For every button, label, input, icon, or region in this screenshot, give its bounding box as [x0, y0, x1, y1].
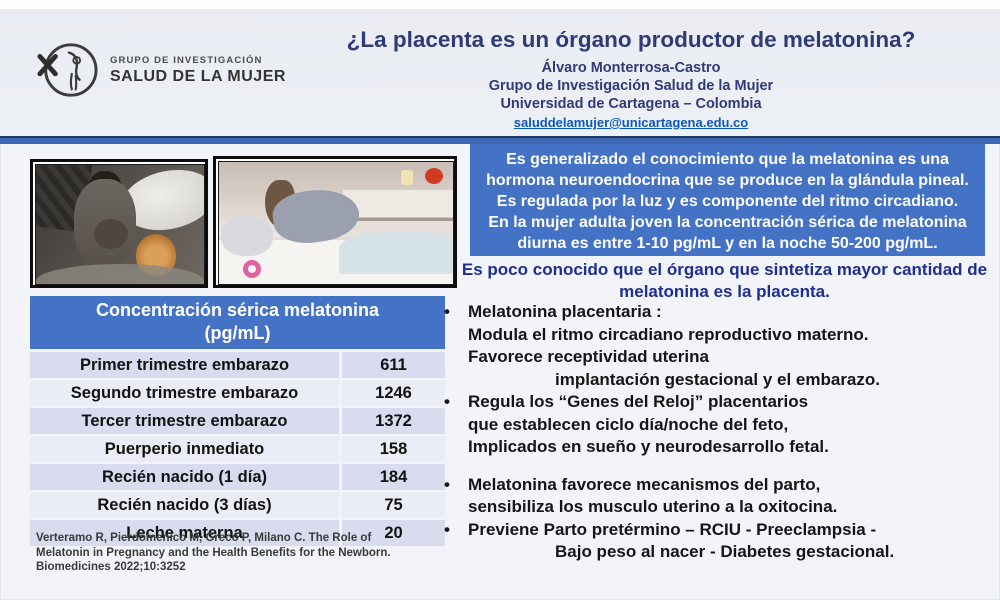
intro-line: Es generalizado el conocimiento que la m…	[506, 151, 949, 168]
row-label: Puerperio inmediato	[30, 436, 342, 464]
intro-line: En la mujer adulta joven la concentració…	[488, 214, 967, 231]
slide-header: GRUPO DE INVESTIGACIÓN SALUD DE LA MUJER…	[0, 9, 1000, 136]
table-row: Tercer trimestre embarazo 1372	[30, 408, 445, 436]
bed-shape	[36, 264, 204, 284]
photo-canvas	[35, 164, 205, 285]
row-label: Recién nacido (3 días)	[30, 492, 342, 520]
blanket-shape	[339, 232, 453, 274]
row-value: 20	[342, 520, 445, 548]
table-title-line2: (pg/mL)	[204, 323, 271, 343]
red-pot-shape	[425, 168, 443, 184]
bullet-line: Bajo peso al nacer - Diabetes gestaciona…	[555, 542, 895, 561]
row-value: 1246	[342, 380, 445, 408]
row-label: Segundo trimestre embarazo	[30, 380, 342, 408]
row-label: Recién nacido (1 día)	[30, 464, 342, 492]
title-block: ¿La placenta es un órgano productor de m…	[270, 27, 992, 132]
photo-pregnant-woman-sitting	[30, 159, 208, 288]
bullet-list: Melatonina placentaria : Modula el ritmo…	[438, 301, 995, 564]
row-value: 158	[342, 436, 445, 464]
bullet-line: sensibiliza los musculo uterino a la oxi…	[468, 497, 838, 516]
header-divider-bar	[0, 136, 1000, 144]
table-row: Primer trimestre embarazo 611	[30, 352, 445, 380]
bullet-marker-icon	[444, 519, 450, 542]
intro-line: diurna es entre 1-10 pg/mL y en la noche…	[517, 235, 938, 252]
row-label: Tercer trimestre embarazo	[30, 408, 342, 436]
jar-shape	[401, 170, 413, 185]
pillow-shape	[221, 216, 273, 256]
table-row: Puerperio inmediato 158	[30, 436, 445, 464]
email-link[interactable]: saluddelamujer@unicartagena.edu.co	[513, 115, 749, 130]
bullet-line: Melatonina favorece mecanismos del parto…	[468, 474, 821, 494]
melatonin-concentration-table: Concentración sérica melatonina (pg/mL) …	[30, 296, 445, 548]
logo-text-line2: SALUD DE LA MUJER	[110, 67, 286, 85]
intro-text-box: Es generalizado el conocimiento que la m…	[470, 144, 985, 256]
row-value: 75	[342, 492, 445, 520]
citation: Verteramo R, Pierdomenico M, Greco P, Mi…	[36, 532, 391, 573]
university-name: Universidad de Cartagena – Colombia	[500, 96, 762, 112]
bullet-item: Previene Parto pretérmino – RCIU - Preec…	[438, 519, 995, 564]
table-row: Recién nacido (1 día) 184	[30, 464, 445, 492]
table-row: Recién nacido (3 días) 75	[30, 492, 445, 520]
row-value: 611	[342, 352, 445, 380]
row-value: 1372	[342, 408, 445, 436]
woman-health-logo-icon	[37, 43, 98, 97]
table-title-line1: Concentración sérica melatonina	[95, 300, 380, 320]
intro-line: Es regulada por la luz y es componente d…	[496, 193, 959, 210]
intro-line: hormona neuroendocrina que se produce en…	[486, 172, 969, 189]
bullet-line: Implicados en sueño y neurodesarrollo fe…	[468, 437, 829, 456]
bullet-line: Favorece receptividad uterina	[468, 347, 709, 366]
table-title: Concentración sérica melatonina (pg/mL)	[30, 296, 445, 352]
table-row: Leche materna 20	[30, 520, 445, 548]
bullet-marker-icon	[444, 301, 450, 324]
alarm-clock-shape	[243, 260, 261, 278]
author-name: Álvaro Monterrosa-Castro	[541, 60, 721, 76]
bullet-item: Melatonina favorece mecanismos del parto…	[438, 474, 995, 519]
bullet-line: que establecen ciclo día/noche del feto,	[468, 414, 789, 434]
bullet-line: implantación gestacional y el embarazo.	[555, 369, 880, 389]
row-label: Leche materna	[30, 520, 342, 548]
group-name: Grupo de Investigación Salud de la Mujer	[488, 78, 774, 94]
bullet-line: Previene Parto pretérmino – RCIU - Preec…	[468, 519, 877, 539]
bullet-line: Melatonina placentaria :	[468, 302, 662, 321]
bullet-marker-icon	[444, 391, 450, 414]
row-label: Primer trimestre embarazo	[30, 352, 342, 380]
bullet-line: Modula el ritmo circadiano reproductivo …	[468, 324, 869, 344]
bullet-marker-icon	[444, 474, 450, 497]
bullet-item: Melatonina placentaria : Modula el ritmo…	[438, 301, 995, 391]
logo-text-line1: GRUPO DE INVESTIGACIÓN	[110, 54, 263, 66]
bullet-item: Regula los “Genes del Reloj” placentario…	[438, 391, 995, 459]
top-strip	[0, 0, 1000, 9]
pregnant-belly-shape	[94, 219, 128, 249]
slide-title: ¿La placenta es un órgano productor de m…	[346, 27, 916, 52]
key-statement: Es poco conocido que el órgano que sinte…	[461, 260, 988, 301]
photo-pregnant-woman-waking	[213, 156, 457, 288]
bullet-line: Regula los “Genes del Reloj” placentario…	[468, 392, 809, 411]
photo-canvas	[218, 161, 454, 285]
row-value: 184	[342, 464, 445, 492]
logo-text: GRUPO DE INVESTIGACIÓN SALUD DE LA MUJER	[110, 55, 286, 86]
table-row: Segundo trimestre embarazo 1246	[30, 380, 445, 408]
research-group-logo: GRUPO DE INVESTIGACIÓN SALUD DE LA MUJER	[36, 37, 286, 103]
